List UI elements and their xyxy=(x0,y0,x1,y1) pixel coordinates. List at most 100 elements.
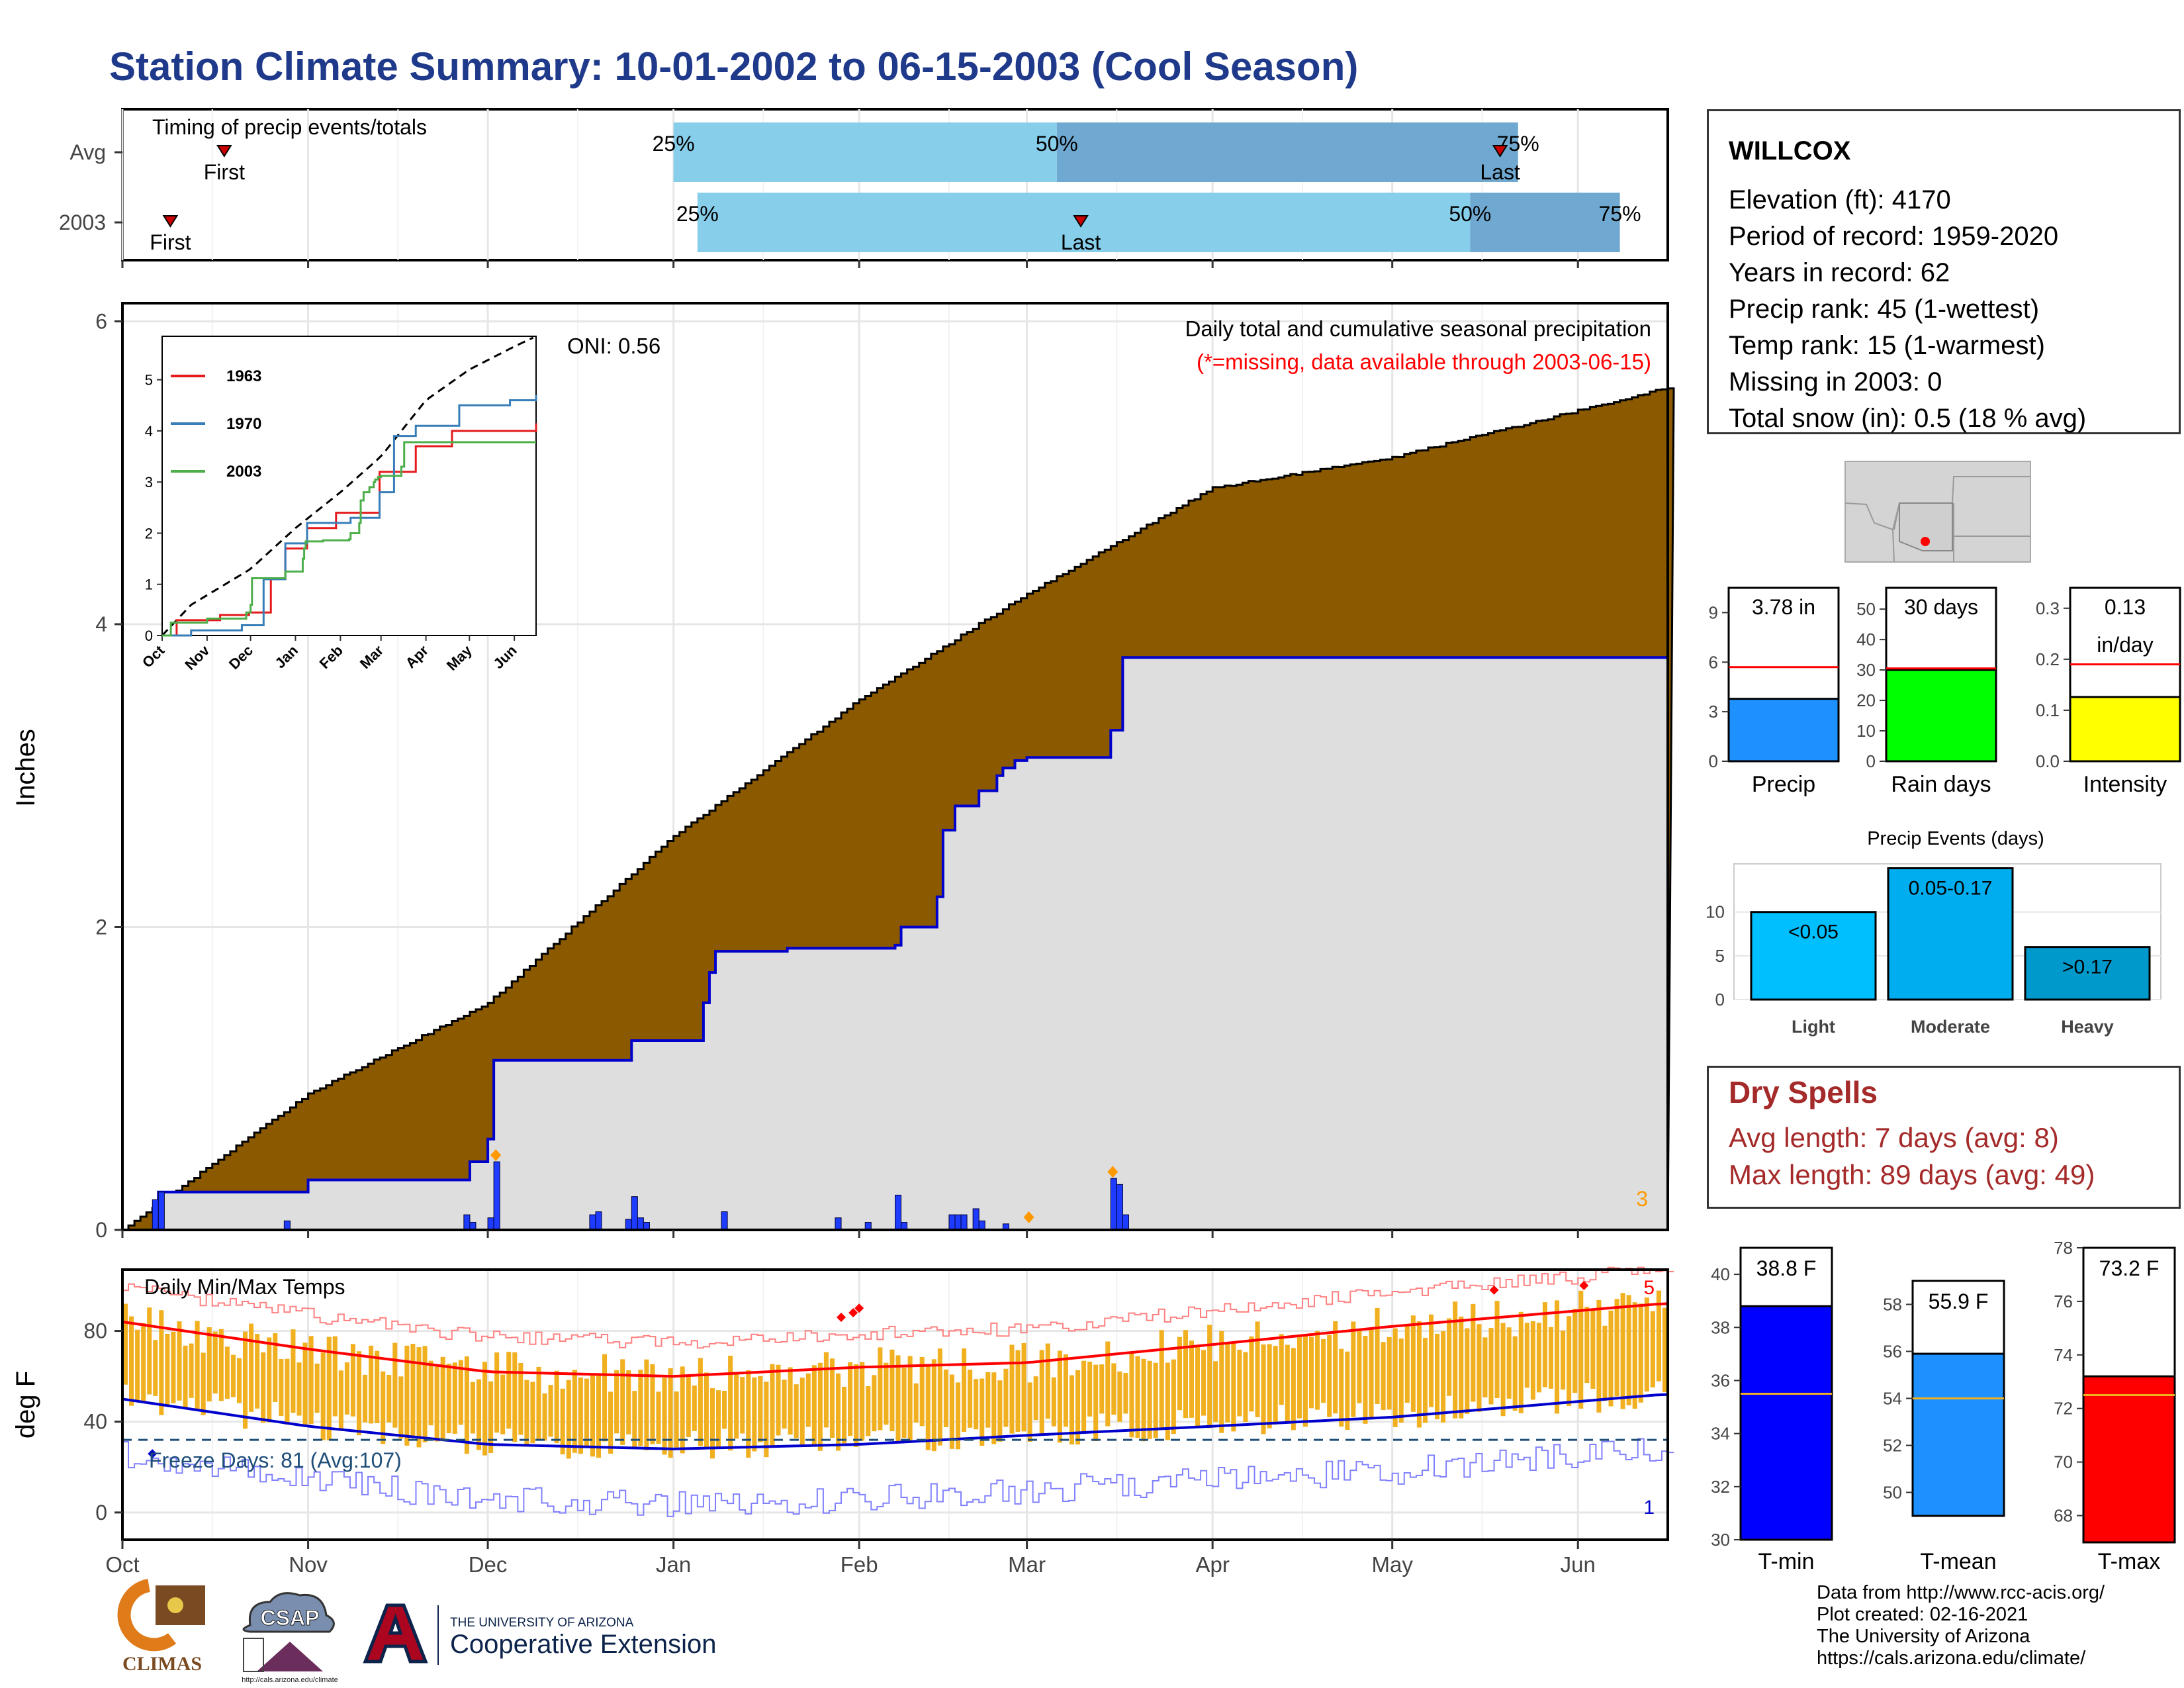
metric-name: Intensity xyxy=(2083,772,2167,797)
month-label-apr: Apr xyxy=(1195,1552,1229,1577)
metric-value-label: 0.13 xyxy=(2105,595,2146,619)
daily-temp-bar xyxy=(1003,1368,1009,1427)
daily-temp-bar xyxy=(913,1383,919,1423)
precip-ytick-label: 0 xyxy=(95,1218,107,1242)
daily-temp-bar xyxy=(752,1377,757,1452)
daily-temp-bar xyxy=(1608,1310,1614,1407)
daily-temp-bar xyxy=(602,1354,608,1442)
daily-temp-bar xyxy=(1201,1350,1206,1416)
event-bar-light xyxy=(1750,911,1877,1001)
record-max-line xyxy=(122,1266,1674,1349)
record-high-marker xyxy=(848,1308,858,1318)
daily-temp-bar xyxy=(1632,1302,1637,1409)
daily-temp-bar xyxy=(1428,1314,1434,1407)
csap-logo: CSAP http://cals.arizona.edu/climate xyxy=(242,1592,338,1684)
station-precip-rank: Precip rank: 45 (1-wettest) xyxy=(1729,295,2040,324)
daily-temp-bar xyxy=(398,1376,404,1439)
daily-temp-bar xyxy=(1159,1330,1164,1429)
daily-temp-bar xyxy=(381,1371,386,1444)
timing-pct-75%: 75% xyxy=(1599,202,1641,226)
daily-temp-bar xyxy=(470,1382,475,1434)
first-label: First xyxy=(204,160,245,184)
daily-temp-bar xyxy=(1662,1307,1667,1392)
daily-temp-bar xyxy=(1536,1323,1541,1393)
daily-temp-bar xyxy=(1482,1337,1488,1397)
record-high-marker xyxy=(837,1313,846,1322)
daily-temp-bar xyxy=(350,1344,355,1417)
metric-name: Rain days xyxy=(1891,772,1991,797)
daily-temp-bar xyxy=(1255,1321,1260,1417)
daily-temp-bar xyxy=(811,1365,817,1446)
daily-temp-bar xyxy=(895,1355,901,1444)
temp-summary-ytick-label: 34 xyxy=(1711,1424,1730,1444)
daily-temp-bar xyxy=(1561,1331,1566,1390)
inset-legend-label: 1970 xyxy=(226,415,261,433)
metric-ytick-label: 0.1 xyxy=(2036,700,2060,720)
station-location-marker xyxy=(1921,537,1930,546)
dry-spells-title: Dry Spells xyxy=(1729,1075,1878,1109)
daily-temp-bar xyxy=(1524,1323,1529,1388)
daily-temp-bar xyxy=(392,1342,398,1428)
daily-temp-bar xyxy=(165,1333,170,1405)
events-title: Precip Events (days) xyxy=(1867,828,2044,849)
month-label-dec: Dec xyxy=(469,1552,508,1577)
daily-temp-bar xyxy=(1099,1364,1105,1414)
event-bar-heavy xyxy=(2024,946,2151,1001)
station-snow: Total snow (in): 0.5 (18 % avg) xyxy=(1729,404,2087,433)
daily-precip-bar xyxy=(625,1219,632,1231)
month-label-jun: Jun xyxy=(1561,1552,1596,1577)
daily-temp-bar xyxy=(530,1382,535,1444)
temp-summary-bar-t-max xyxy=(2082,1375,2176,1544)
daily-temp-bar xyxy=(728,1356,733,1451)
temp-summary-ytick-label: 30 xyxy=(1711,1530,1730,1550)
daily-temp-bar xyxy=(1494,1301,1500,1398)
daily-temp-bar xyxy=(674,1391,679,1448)
daily-temp-bar xyxy=(1015,1350,1021,1432)
daily-temp-bar xyxy=(1596,1299,1602,1413)
inset-ytick-label: 1 xyxy=(145,577,153,593)
daily-temp-bar xyxy=(422,1346,428,1442)
daily-precip-bar xyxy=(463,1214,471,1231)
timing-bar-50-75 xyxy=(1056,122,1518,182)
dry-spell-max: Max length: 89 days (avg: 49) xyxy=(1729,1159,2095,1190)
daily-temp-bar xyxy=(1195,1344,1201,1427)
daily-temp-bar xyxy=(308,1336,314,1425)
last-label: Last xyxy=(1061,230,1101,254)
daily-temp-bar xyxy=(692,1385,697,1431)
daily-precip-bar xyxy=(589,1214,596,1231)
daily-temp-bar xyxy=(1285,1344,1290,1422)
daily-temp-bar xyxy=(866,1386,871,1436)
daily-temp-bar xyxy=(979,1378,985,1446)
station-years: Years in record: 62 xyxy=(1729,258,1950,287)
last-marker-icon xyxy=(1492,145,1508,158)
daily-temp-bar xyxy=(1021,1342,1026,1432)
daily-temp-bar xyxy=(1219,1331,1224,1433)
daily-temp-bar xyxy=(291,1329,296,1413)
daily-temp-bar xyxy=(375,1350,380,1424)
daily-temp-bar xyxy=(925,1364,931,1450)
daily-temp-bar xyxy=(1093,1364,1099,1442)
event-bar-label: 0.05-0.17 xyxy=(1909,878,1993,900)
season-metrics: 3.78 in Precip 0 3 6 9 30 days Rain days 0 10 20 30… xyxy=(1709,586,2181,797)
daily-temp-bar xyxy=(1249,1336,1254,1412)
daily-temp-bar xyxy=(440,1356,445,1441)
daily-temp-bar xyxy=(1117,1371,1122,1422)
credit-plot-date: Plot created: 02-16-2021 xyxy=(1817,1604,2028,1625)
temp-summary-value: 55.9 F xyxy=(1929,1289,1989,1313)
temp-summary-ytick-label: 78 xyxy=(2054,1238,2073,1258)
timing-bar-50-75 xyxy=(1470,193,1620,252)
daily-temp-bar xyxy=(261,1352,266,1423)
daily-temp-bar xyxy=(1243,1352,1248,1423)
daily-temp-bar xyxy=(860,1362,865,1441)
event-bar-moderate xyxy=(1887,867,2014,1001)
event-category-label: Light xyxy=(1792,1017,1835,1037)
daily-temp-bar xyxy=(236,1358,242,1403)
month-label-jan: Jan xyxy=(656,1552,691,1577)
daily-temp-bar xyxy=(285,1358,290,1425)
daily-temp-bar xyxy=(1447,1318,1452,1396)
daily-temp-bar xyxy=(500,1374,506,1434)
daily-temp-bar xyxy=(632,1391,637,1448)
precip-header: Daily total and cumulative seasonal prec… xyxy=(1185,316,1651,341)
metric-ytick-label: 9 xyxy=(1709,602,1718,622)
daily-temp-bar xyxy=(1578,1290,1584,1409)
